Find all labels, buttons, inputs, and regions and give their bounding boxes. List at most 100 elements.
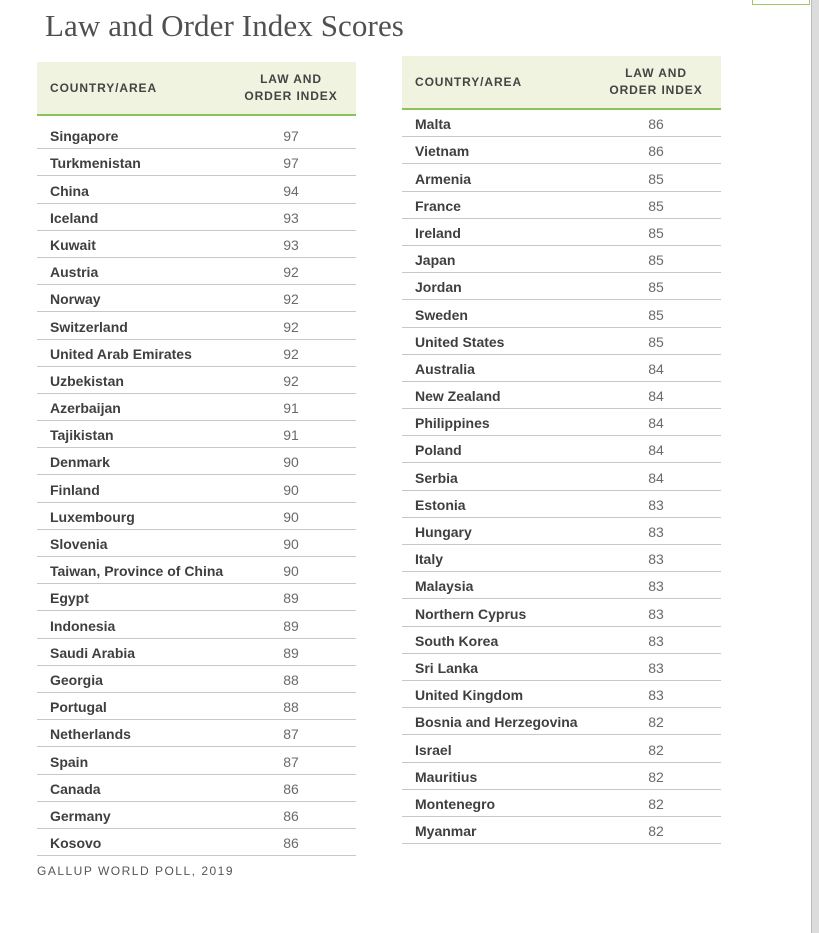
table-row: United Arab Emirates 92 [37, 340, 356, 367]
country-cell: United Kingdom [415, 687, 524, 704]
country-cell: Poland [415, 442, 462, 459]
country-cell: Switzerland [50, 318, 128, 335]
table-row: New Zealand 84 [402, 382, 721, 410]
score-cell: 85 [648, 224, 664, 241]
table-row: Kosovo 86 [37, 829, 356, 857]
score-cell: 94 [283, 182, 299, 199]
country-cell: United States [415, 333, 505, 350]
country-cell: Kosovo [50, 835, 102, 852]
page-title: Law and Order Index Scores [45, 8, 404, 43]
table-row: Sri Lanka 83 [402, 654, 721, 681]
score-cell: 92 [283, 345, 299, 362]
column-header-index: LAW AND ORDER INDEX [591, 65, 721, 99]
country-cell: Northern Cyprus [415, 605, 527, 622]
score-cell: 84 [648, 442, 664, 459]
table-header: COUNTRY/AREA LAW AND ORDER INDEX [37, 62, 356, 116]
country-cell: Hungary [415, 524, 472, 540]
table-row: Mauritius 82 [402, 763, 721, 790]
table-row: United Kingdom 83 [402, 681, 721, 709]
country-cell: Bosnia and Herzegovina [415, 714, 578, 731]
score-cell: 92 [283, 372, 299, 389]
country-cell: Austria [50, 264, 99, 281]
table-body: Singapore 97 Turkmenistan 97 China 94 Iceland 9… [37, 122, 356, 857]
table-row: Australia 84 [402, 355, 721, 382]
table-row: Hungary 83 [402, 518, 721, 545]
score-cell: 86 [283, 807, 299, 824]
table-row: Azerbaijan 91 [37, 394, 356, 422]
country-cell: Denmark [50, 454, 110, 471]
country-cell: Armenia [415, 170, 472, 187]
table-row: Switzerland 92 [37, 312, 356, 340]
country-cell: Canada [50, 780, 101, 797]
column-header-country: COUNTRY/AREA [415, 75, 523, 89]
score-cell: 84 [648, 360, 664, 377]
country-cell: Mauritius [415, 768, 478, 785]
country-cell: Jordan [415, 279, 462, 296]
table-row: Egypt 89 [37, 584, 356, 612]
column-header-index-line1: LAW AND [260, 72, 322, 86]
country-cell: Netherlands [50, 726, 131, 743]
score-cell: 85 [648, 252, 664, 269]
table-row: Israel 82 [402, 735, 721, 763]
score-cell: 82 [648, 823, 664, 840]
table-row: United States 85 [402, 328, 721, 355]
country-cell: Japan [415, 252, 456, 269]
table-row: Jordan 85 [402, 273, 721, 301]
score-cell: 82 [648, 795, 664, 812]
score-cell: 93 [283, 236, 299, 253]
table-row: Singapore 97 [37, 122, 356, 150]
page-edge [811, 0, 819, 933]
score-cell: 83 [648, 659, 664, 676]
score-cell: 89 [283, 590, 299, 607]
table-row: Norway 92 [37, 285, 356, 313]
score-cell: 88 [283, 699, 299, 716]
score-cell: 87 [283, 726, 299, 743]
table-row: Taiwan, Province of China 90 [37, 557, 356, 585]
country-cell: Israel [415, 741, 452, 758]
country-cell: Iceland [50, 209, 99, 226]
country-cell: New Zealand [415, 388, 501, 405]
country-cell: Turkmenistan [50, 155, 141, 172]
table-row: Kuwait 93 [37, 231, 356, 258]
scores-table-left: COUNTRY/AREA LAW AND ORDER INDEX Singapo… [37, 62, 356, 857]
score-cell: 83 [648, 496, 664, 513]
score-cell: 89 [283, 644, 299, 661]
country-cell: Uzbekistan [50, 372, 124, 389]
score-cell: 92 [283, 291, 299, 308]
country-cell: Australia [415, 360, 475, 377]
country-cell: Montenegro [415, 795, 496, 812]
score-cell: 85 [648, 279, 664, 296]
country-cell: Georgia [50, 671, 103, 688]
table-row: Saudi Arabia 89 [37, 639, 356, 666]
country-cell: Spain [50, 753, 89, 770]
column-header-index-line1: LAW AND [625, 66, 687, 80]
table-row: Philippines 84 [402, 409, 721, 437]
table-row: Armenia 85 [402, 164, 721, 192]
score-cell: 83 [648, 578, 664, 595]
score-cell: 83 [648, 687, 664, 704]
score-cell: 88 [283, 671, 299, 688]
table-row: Iceland 93 [37, 204, 356, 231]
table-row: Spain 87 [37, 747, 356, 775]
table-row: Canada 86 [37, 775, 356, 802]
table-row: Montenegro 82 [402, 790, 721, 817]
country-cell: Indonesia [50, 617, 116, 634]
score-cell: 84 [648, 388, 664, 405]
score-cell: 83 [648, 605, 664, 622]
score-cell: 93 [283, 209, 299, 226]
table-row: Malta 86 [402, 110, 721, 138]
column-header-index: LAW AND ORDER INDEX [226, 71, 356, 105]
score-cell: 86 [648, 116, 664, 133]
table-body: Malta 86 Vietnam 86 Armenia 85 France 85 Ireland… [402, 110, 721, 845]
table-row: Italy 83 [402, 545, 721, 573]
page-corner-tab [752, 0, 810, 5]
table-row: Japan 85 [402, 246, 721, 274]
country-cell: South Korea [415, 632, 499, 649]
country-cell: France [415, 197, 461, 214]
score-cell: 85 [648, 170, 664, 187]
score-cell: 82 [648, 768, 664, 785]
table-row: Portugal 88 [37, 693, 356, 721]
score-cell: 97 [283, 155, 299, 172]
table-row: Luxembourg 90 [37, 503, 356, 530]
score-cell: 92 [283, 264, 299, 281]
